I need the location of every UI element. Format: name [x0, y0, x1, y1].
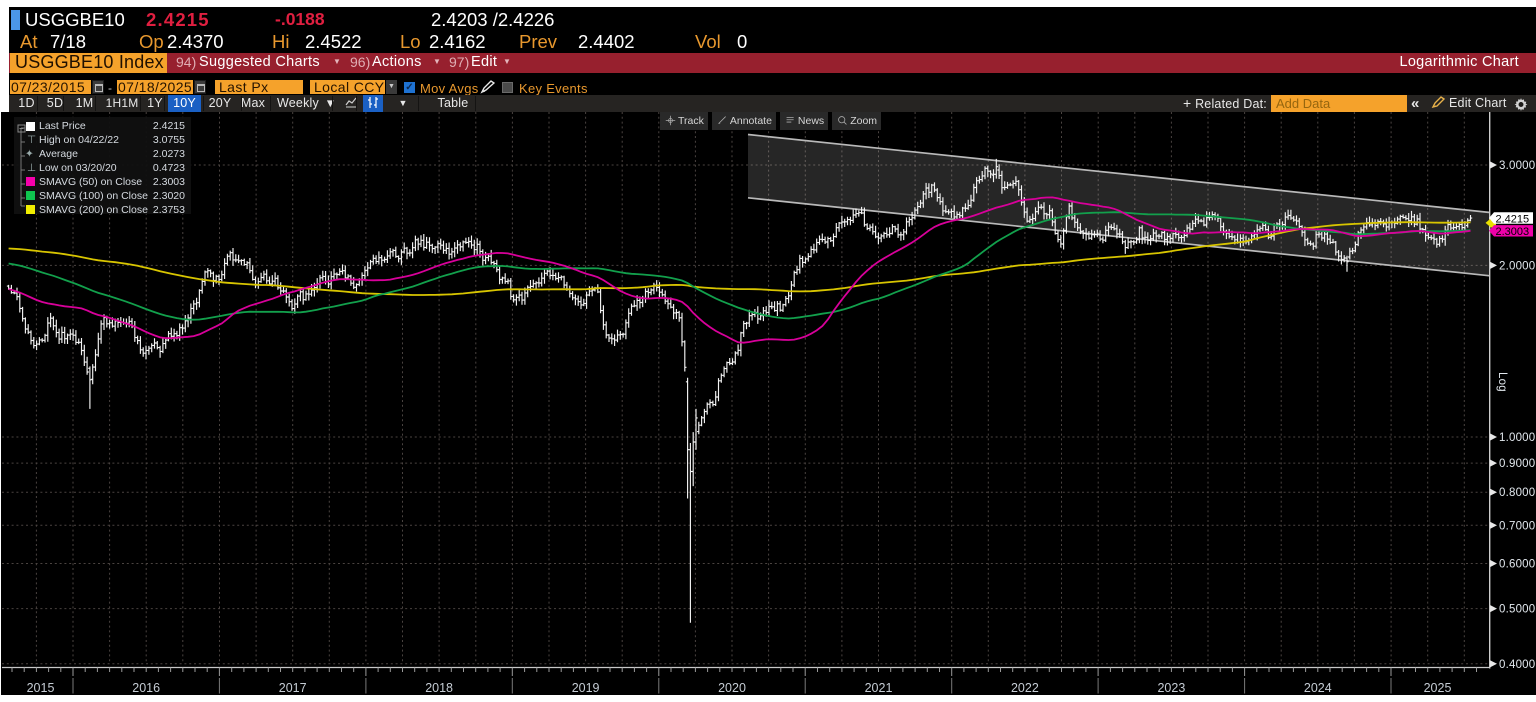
svg-text:2016: 2016	[132, 681, 160, 695]
svg-text:0.8000: 0.8000	[1499, 487, 1535, 499]
svg-text:2024: 2024	[1304, 681, 1332, 695]
svg-text:2.3003: 2.3003	[1496, 226, 1530, 238]
svg-text:2025: 2025	[1424, 681, 1452, 695]
svg-text:2.0000: 2.0000	[1499, 260, 1535, 272]
svg-text:2.4215: 2.4215	[1496, 213, 1530, 225]
svg-text:0.7000: 0.7000	[1499, 520, 1535, 532]
svg-text:3.0000: 3.0000	[1499, 160, 1535, 172]
svg-text:1.0000: 1.0000	[1499, 432, 1535, 444]
svg-text:2023: 2023	[1157, 681, 1185, 695]
svg-text:2020: 2020	[718, 681, 746, 695]
svg-text:0.9000: 0.9000	[1499, 458, 1535, 470]
svg-text:2021: 2021	[865, 681, 893, 695]
svg-text:2019: 2019	[572, 681, 600, 695]
svg-text:0.5000: 0.5000	[1499, 604, 1535, 616]
svg-text:2018: 2018	[425, 681, 453, 695]
svg-text:0.4000: 0.4000	[1499, 659, 1535, 671]
svg-text:2017: 2017	[279, 681, 307, 695]
svg-text:2015: 2015	[27, 681, 55, 695]
svg-text:Log: Log	[1496, 372, 1508, 392]
svg-text:2022: 2022	[1011, 681, 1039, 695]
svg-text:0.6000: 0.6000	[1499, 559, 1535, 571]
